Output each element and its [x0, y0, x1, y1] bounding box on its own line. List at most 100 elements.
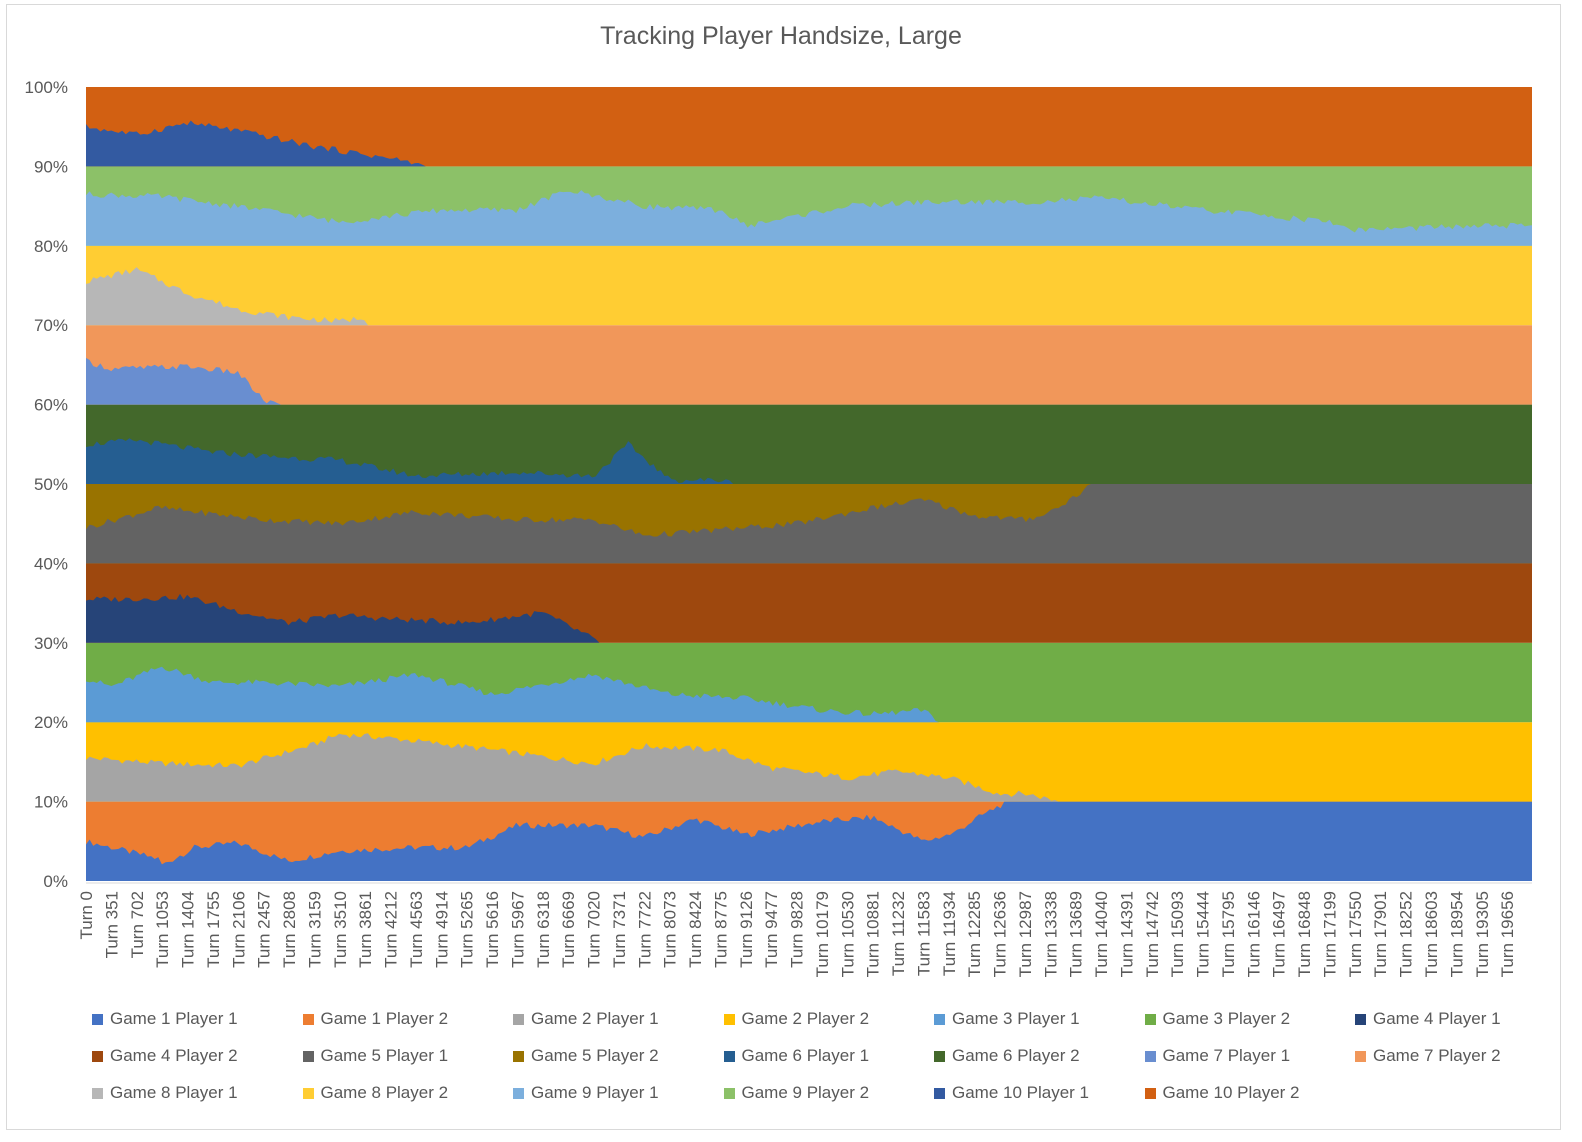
area-game-6-player-1: [86, 438, 1532, 484]
x-tick-label: Turn 5616: [483, 891, 502, 968]
x-tick-label: Turn 10881: [864, 891, 883, 977]
legend-swatch: [934, 1014, 945, 1025]
x-tick-label: Turn 8424: [686, 891, 705, 968]
legend-swatch: [1355, 1051, 1366, 1062]
x-tick-label: Turn 10179: [813, 891, 832, 977]
area-game-1-player-1: [86, 801, 1532, 881]
legend-label: Game 6 Player 1: [741, 1046, 870, 1065]
legend-label: Game 4 Player 2: [110, 1046, 238, 1065]
x-tick-label: Turn 14742: [1143, 891, 1162, 977]
x-tick-label: Turn 18603: [1422, 891, 1441, 977]
legend-swatch: [92, 1088, 103, 1099]
x-tick-label: Turn 17550: [1346, 891, 1365, 977]
legend-label: Game 9 Player 2: [741, 1083, 870, 1102]
x-tick-label: Turn 8073: [661, 891, 680, 968]
area-game-7-player-1: [86, 357, 1532, 405]
x-tick-label: Turn 11934: [940, 891, 959, 976]
x-tick-label: Turn 11232: [889, 891, 908, 976]
legend-swatch: [1144, 1051, 1156, 1062]
x-tick-label: Turn 8775: [711, 891, 730, 968]
x-tick-label: Turn 4563: [407, 891, 426, 968]
x-tick-label: Turn 3159: [305, 891, 324, 968]
legend-label: Game 7 Player 2: [1373, 1046, 1501, 1065]
x-tick-label: Turn 15444: [1194, 891, 1213, 977]
legend-swatch: [513, 1051, 524, 1062]
y-tick-label: 100%: [25, 78, 68, 97]
x-tick-label: Turn 3861: [356, 891, 375, 968]
legend-swatch: [723, 1088, 735, 1099]
x-tick-label: Turn 19305: [1473, 891, 1492, 977]
legend-swatch: [302, 1051, 314, 1062]
area-game-3-player-1: [86, 666, 1532, 723]
x-tick-label: Turn 2808: [280, 891, 299, 968]
legend-label: Game 3 Player 2: [1162, 1009, 1291, 1028]
x-tick-label: Turn 6318: [534, 891, 553, 968]
legend-swatch: [934, 1051, 945, 1062]
x-tick-label: Turn 3510: [331, 891, 350, 968]
legend-swatch: [302, 1014, 314, 1025]
legend-swatch: [513, 1088, 524, 1099]
legend-label: Game 2 Player 2: [741, 1009, 870, 1028]
legend-label: Game 2 Player 1: [531, 1009, 659, 1028]
x-tick-label: Turn 702: [128, 891, 147, 958]
x-tick-label: Turn 12285: [965, 891, 984, 977]
x-tick-label: Turn 15795: [1219, 891, 1238, 977]
x-tick-label: Turn 11583: [914, 891, 933, 976]
x-tick-label: Turn 16146: [1244, 891, 1263, 977]
legend-label: Game 3 Player 1: [952, 1009, 1080, 1028]
y-tick-label: 0%: [43, 872, 68, 891]
x-tick-label: Turn 9477: [762, 891, 781, 968]
x-tick-label: Turn 17199: [1320, 891, 1339, 977]
area-game-10-player-1: [86, 120, 1532, 167]
legend-label: Game 8 Player 2: [320, 1083, 449, 1102]
area-game-8-player-2: [86, 245, 1532, 326]
y-tick-label: 30%: [34, 634, 68, 653]
x-tick-label: Turn 351: [102, 891, 121, 958]
x-tick-label: Turn 13689: [1067, 891, 1086, 977]
x-tick-label: Turn 4212: [382, 891, 401, 968]
legend-swatch: [1144, 1014, 1156, 1025]
x-tick-label: Turn 4914: [432, 891, 451, 968]
x-tick-label: Turn 7020: [585, 891, 604, 968]
legend-label: Game 10 Player 2: [1162, 1083, 1300, 1102]
area-game-8-player-1: [86, 267, 1532, 326]
y-tick-label: 40%: [34, 554, 68, 573]
legend-label: Game 10 Player 1: [952, 1083, 1090, 1102]
x-tick-label: Turn 2106: [229, 891, 248, 968]
legend-swatch: [723, 1014, 735, 1025]
legend-swatch: [723, 1051, 735, 1062]
x-tick-label: Turn 16497: [1270, 891, 1289, 977]
legend-label: Game 5 Player 1: [320, 1046, 449, 1065]
y-tick-label: 80%: [34, 237, 68, 256]
x-tick-label: Turn 9828: [788, 891, 807, 968]
y-tick-label: 60%: [34, 396, 68, 415]
x-tick-label: Turn 7722: [635, 891, 654, 968]
x-tick-label: Turn 15093: [1168, 891, 1187, 977]
x-tick-label: Turn 2457: [255, 891, 274, 968]
legend-label: Game 4 Player 1: [1373, 1009, 1501, 1028]
area-game-9-player-1: [86, 190, 1532, 246]
legend-swatch: [513, 1014, 524, 1025]
x-tick-label: Turn 1755: [204, 891, 223, 968]
x-tick-label: Turn 17901: [1371, 891, 1390, 977]
area-game-7-player-2: [86, 325, 1532, 405]
x-tick-label: Turn 1404: [179, 891, 198, 968]
chart-title: Tracking Player Handsize, Large: [600, 22, 962, 50]
legend-label: Game 7 Player 1: [1162, 1046, 1291, 1065]
y-tick-label: 20%: [34, 713, 68, 732]
x-tick-label: Turn 18252: [1397, 891, 1416, 977]
area-game-4-player-1: [86, 593, 1532, 643]
x-tick-label: Turn 1053: [153, 891, 172, 968]
y-tick-label: 10%: [34, 793, 68, 812]
x-tick-label: Turn 9126: [737, 891, 756, 968]
legend-swatch: [92, 1014, 103, 1025]
x-tick-label: Turn 16848: [1295, 891, 1314, 977]
x-tick-label: Turn 12987: [1016, 891, 1035, 977]
y-tick-label: 70%: [34, 316, 68, 335]
x-tick-label: Turn 5265: [458, 891, 477, 968]
y-tick-label: 50%: [34, 475, 68, 494]
x-tick-label: Turn 12636: [991, 891, 1010, 977]
x-tick-label: Turn 5967: [508, 891, 527, 968]
legend-label: Game 6 Player 2: [952, 1046, 1080, 1065]
x-tick-label: Turn 14040: [1092, 891, 1111, 977]
